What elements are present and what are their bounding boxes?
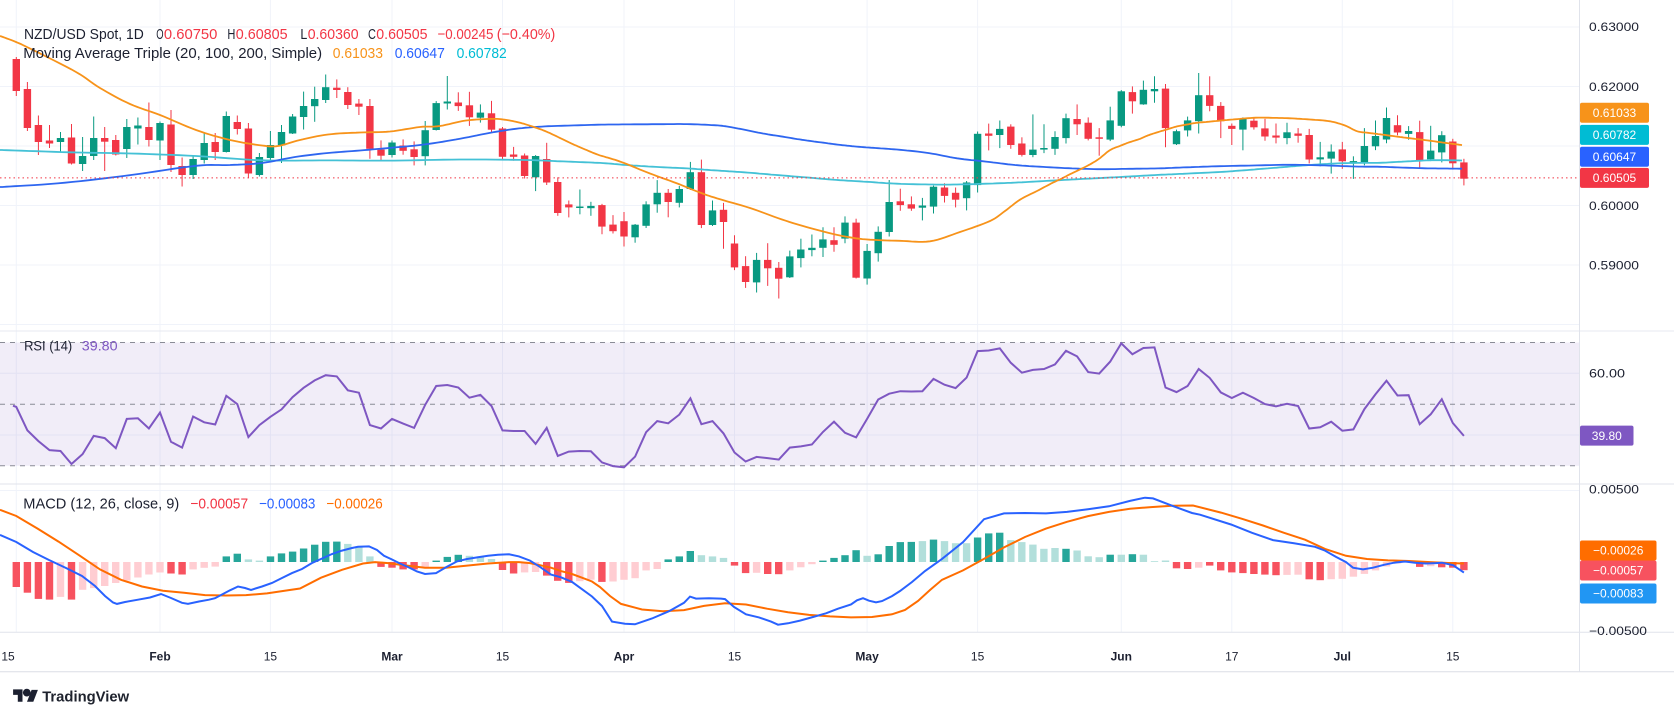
svg-text:15: 15 bbox=[1446, 650, 1460, 664]
svg-text:15: 15 bbox=[496, 650, 510, 664]
svg-text:O: O bbox=[156, 26, 163, 43]
svg-text:L: L bbox=[300, 26, 307, 43]
svg-text:0.60647: 0.60647 bbox=[1593, 150, 1637, 164]
svg-text:NZD/USD Spot, 1D: NZD/USD Spot, 1D bbox=[24, 26, 144, 43]
svg-text:−0.00083: −0.00083 bbox=[1593, 587, 1644, 601]
svg-text:15: 15 bbox=[264, 650, 278, 664]
svg-text:C: C bbox=[368, 26, 376, 43]
svg-text:0.60360: 0.60360 bbox=[308, 26, 359, 43]
svg-text:TradingView: TradingView bbox=[42, 689, 129, 706]
svg-text:Mar: Mar bbox=[381, 650, 403, 664]
svg-text:Jul: Jul bbox=[1334, 650, 1351, 664]
svg-text:0.60750: 0.60750 bbox=[164, 26, 218, 43]
svg-text:39.80: 39.80 bbox=[1592, 429, 1622, 443]
svg-text:0.61033: 0.61033 bbox=[333, 45, 383, 62]
svg-text:0.63000: 0.63000 bbox=[1589, 20, 1639, 34]
svg-text:0.60647: 0.60647 bbox=[395, 45, 445, 62]
svg-text:15: 15 bbox=[971, 650, 985, 664]
svg-text:60.00: 60.00 bbox=[1589, 367, 1625, 381]
svg-text:−0.00245: −0.00245 bbox=[438, 26, 494, 43]
svg-text:0.00500: 0.00500 bbox=[1589, 483, 1639, 497]
svg-text:−0.00500: −0.00500 bbox=[1589, 624, 1647, 638]
svg-text:MACD (12, 26, close, 9): MACD (12, 26, close, 9) bbox=[23, 495, 179, 512]
svg-text:RSI (14): RSI (14) bbox=[24, 338, 72, 354]
svg-text:0.62000: 0.62000 bbox=[1589, 80, 1639, 94]
svg-text:−0.00057: −0.00057 bbox=[190, 495, 248, 512]
svg-text:−0.00057: −0.00057 bbox=[1593, 564, 1644, 578]
svg-text:Jun: Jun bbox=[1111, 650, 1132, 664]
svg-text:0.60805: 0.60805 bbox=[236, 26, 288, 43]
svg-text:−0.00026: −0.00026 bbox=[326, 495, 382, 512]
svg-text:Moving Average Triple (20, 100: Moving Average Triple (20, 100, 200, Sim… bbox=[23, 45, 322, 62]
svg-text:May: May bbox=[855, 650, 879, 664]
svg-text:0.59000: 0.59000 bbox=[1589, 259, 1639, 273]
svg-text:H: H bbox=[227, 26, 235, 43]
svg-text:17: 17 bbox=[1225, 650, 1239, 664]
svg-text:−0.00026: −0.00026 bbox=[1593, 544, 1644, 558]
svg-text:0.60505: 0.60505 bbox=[1593, 171, 1637, 185]
svg-text:Feb: Feb bbox=[149, 650, 170, 664]
svg-text:39.80: 39.80 bbox=[82, 338, 118, 354]
svg-text:0.60505: 0.60505 bbox=[376, 26, 427, 43]
svg-text:Apr: Apr bbox=[614, 650, 635, 664]
svg-text:−0.00083: −0.00083 bbox=[259, 495, 315, 512]
svg-text:(−0.40%): (−0.40%) bbox=[497, 26, 556, 43]
svg-text:0.61033: 0.61033 bbox=[1593, 106, 1637, 120]
svg-text:15: 15 bbox=[728, 650, 742, 664]
svg-text:0.60782: 0.60782 bbox=[1593, 128, 1637, 142]
svg-text:0.60782: 0.60782 bbox=[457, 45, 507, 62]
svg-text:15: 15 bbox=[1, 650, 15, 664]
svg-text:0.60000: 0.60000 bbox=[1589, 199, 1639, 213]
